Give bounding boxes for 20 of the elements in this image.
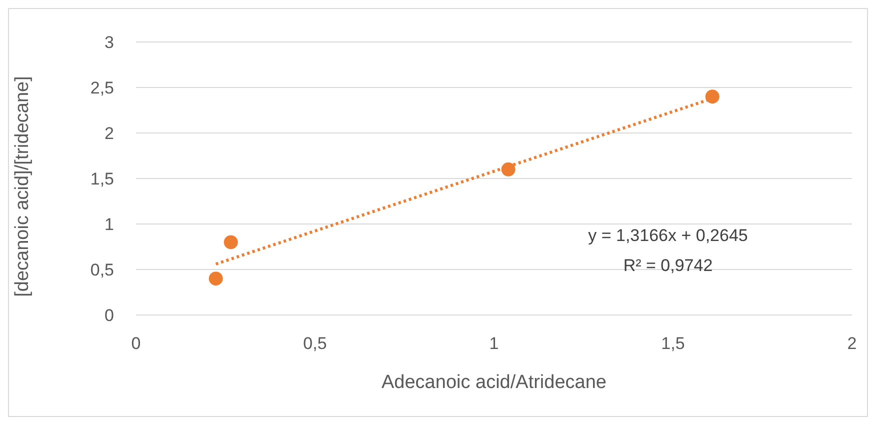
x-tick-label: 1,5: [661, 334, 685, 353]
point: [705, 90, 720, 104]
annotation: R² = 0,9742: [623, 256, 713, 275]
y-tick-label: 2: [104, 124, 114, 143]
y-tick-label: 0: [104, 306, 114, 325]
x-tick-label: 0,5: [303, 334, 327, 353]
point: [224, 235, 238, 250]
y-axis-title: [decanoic acid]/[tridecane]: [12, 76, 33, 297]
y-tick-label: 2,5: [90, 78, 114, 98]
y-tick-label: 3: [104, 32, 114, 52]
point: [208, 272, 223, 286]
x-axis-title: Adecanoic acid/Atridecane: [382, 372, 606, 393]
x-tick-label: 2: [847, 334, 857, 353]
y-tick-label: 1: [104, 214, 114, 234]
x-tick-label: 1: [489, 334, 499, 353]
point: [501, 162, 516, 176]
y-tick-label: 0,5: [90, 260, 114, 280]
x-tick-label: 0: [131, 334, 141, 353]
annotation: y = 1,3166x + 0,2645: [588, 226, 748, 245]
y-tick-label: 1,5: [90, 169, 114, 188]
